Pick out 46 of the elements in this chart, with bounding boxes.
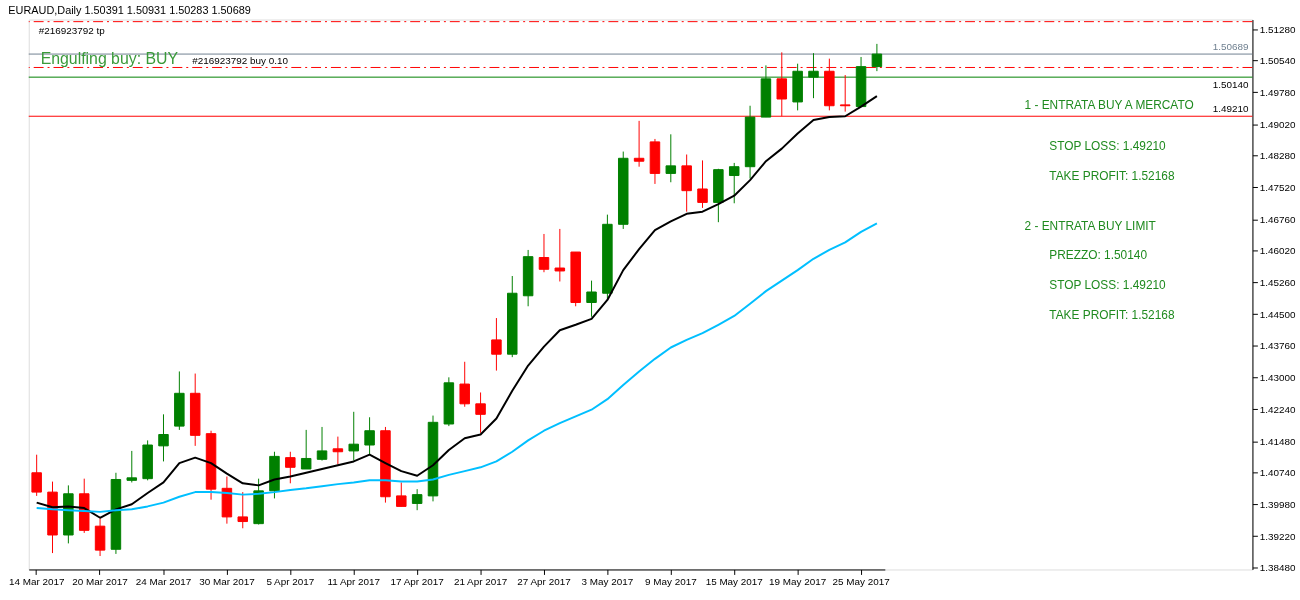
y-tick-label: 1.46760	[1259, 213, 1297, 225]
x-tick-label: 20 Mar 2017	[72, 575, 128, 587]
y-tick-label: 1.42240	[1259, 403, 1297, 415]
x-tick-label: 25 May 2017	[832, 575, 890, 587]
x-tick-label: 19 May 2017	[769, 575, 827, 587]
chart-title: EURAUD,Daily 1.50391 1.50931 1.50283 1.50689	[8, 3, 251, 16]
x-tick-label: 9 May 2017	[644, 575, 697, 587]
y-tick-label: 1.45260	[1259, 276, 1297, 288]
x-tick-label: 27 Apr 2017	[517, 575, 571, 587]
y-tick-label: 1.49780	[1259, 86, 1297, 98]
y-tick-label: 1.40740	[1259, 466, 1297, 478]
x-tick-label: 17 Apr 2017	[390, 575, 444, 587]
y-tick-label: 1.50540	[1259, 54, 1297, 66]
y-tick-label: 1.47520	[1259, 181, 1297, 193]
ref-line-label: 1.50140	[1212, 79, 1249, 91]
x-tick-label: 14 Mar 2017	[8, 575, 65, 587]
y-tick-label: 1.43000	[1259, 371, 1297, 383]
y-tick-label: 1.43760	[1259, 339, 1297, 351]
x-tick-label: 21 Apr 2017	[453, 575, 508, 587]
y-tick-label: 1.41480	[1259, 435, 1297, 447]
text: 2 - ENTRATA BUY LIMIT	[1024, 218, 1156, 233]
y-tick-label: 1.38480	[1259, 561, 1297, 573]
text: 1 - ENTRATA BUY A MERCATO	[1024, 97, 1194, 112]
text: STOP LOSS: 1.49210	[1049, 139, 1167, 154]
y-tick-label: 1.39980	[1259, 498, 1297, 510]
y-tick-label: 1.51280	[1259, 23, 1297, 35]
x-tick-label: 15 May 2017	[705, 575, 763, 587]
x-tick-label: 11 Apr 2017	[327, 575, 381, 587]
x-tick-label: 5 Apr 2017	[266, 575, 315, 587]
text: STOP LOSS: 1.49210	[1049, 278, 1167, 293]
ref-line-label: #216923792 tp	[38, 24, 106, 36]
x-tick-label: 30 Mar 2017	[199, 575, 255, 587]
y-tick-label: 1.46020	[1259, 244, 1297, 256]
ref-line-label: #216923792 buy 0.10	[192, 54, 289, 66]
y-tick-label: 1.48280	[1259, 149, 1297, 161]
x-tick-label: 3 May 2017	[581, 575, 634, 587]
annotation: Engulfing buy: BUY	[40, 50, 179, 68]
ref-line-label: 1.50689	[1212, 41, 1249, 53]
text: PREZZO: 1.50140	[1049, 248, 1148, 263]
y-tick-label: 1.49020	[1259, 118, 1297, 130]
x-tick-label: 24 Mar 2017	[135, 575, 192, 587]
y-tick-label: 1.44500	[1259, 308, 1297, 320]
y-tick-label: 1.39220	[1259, 530, 1297, 542]
ref-line-label: 1.49210	[1212, 103, 1249, 115]
text: TAKE PROFIT: 1.52168	[1049, 169, 1175, 184]
text: TAKE PROFIT: 1.52168	[1049, 307, 1175, 322]
